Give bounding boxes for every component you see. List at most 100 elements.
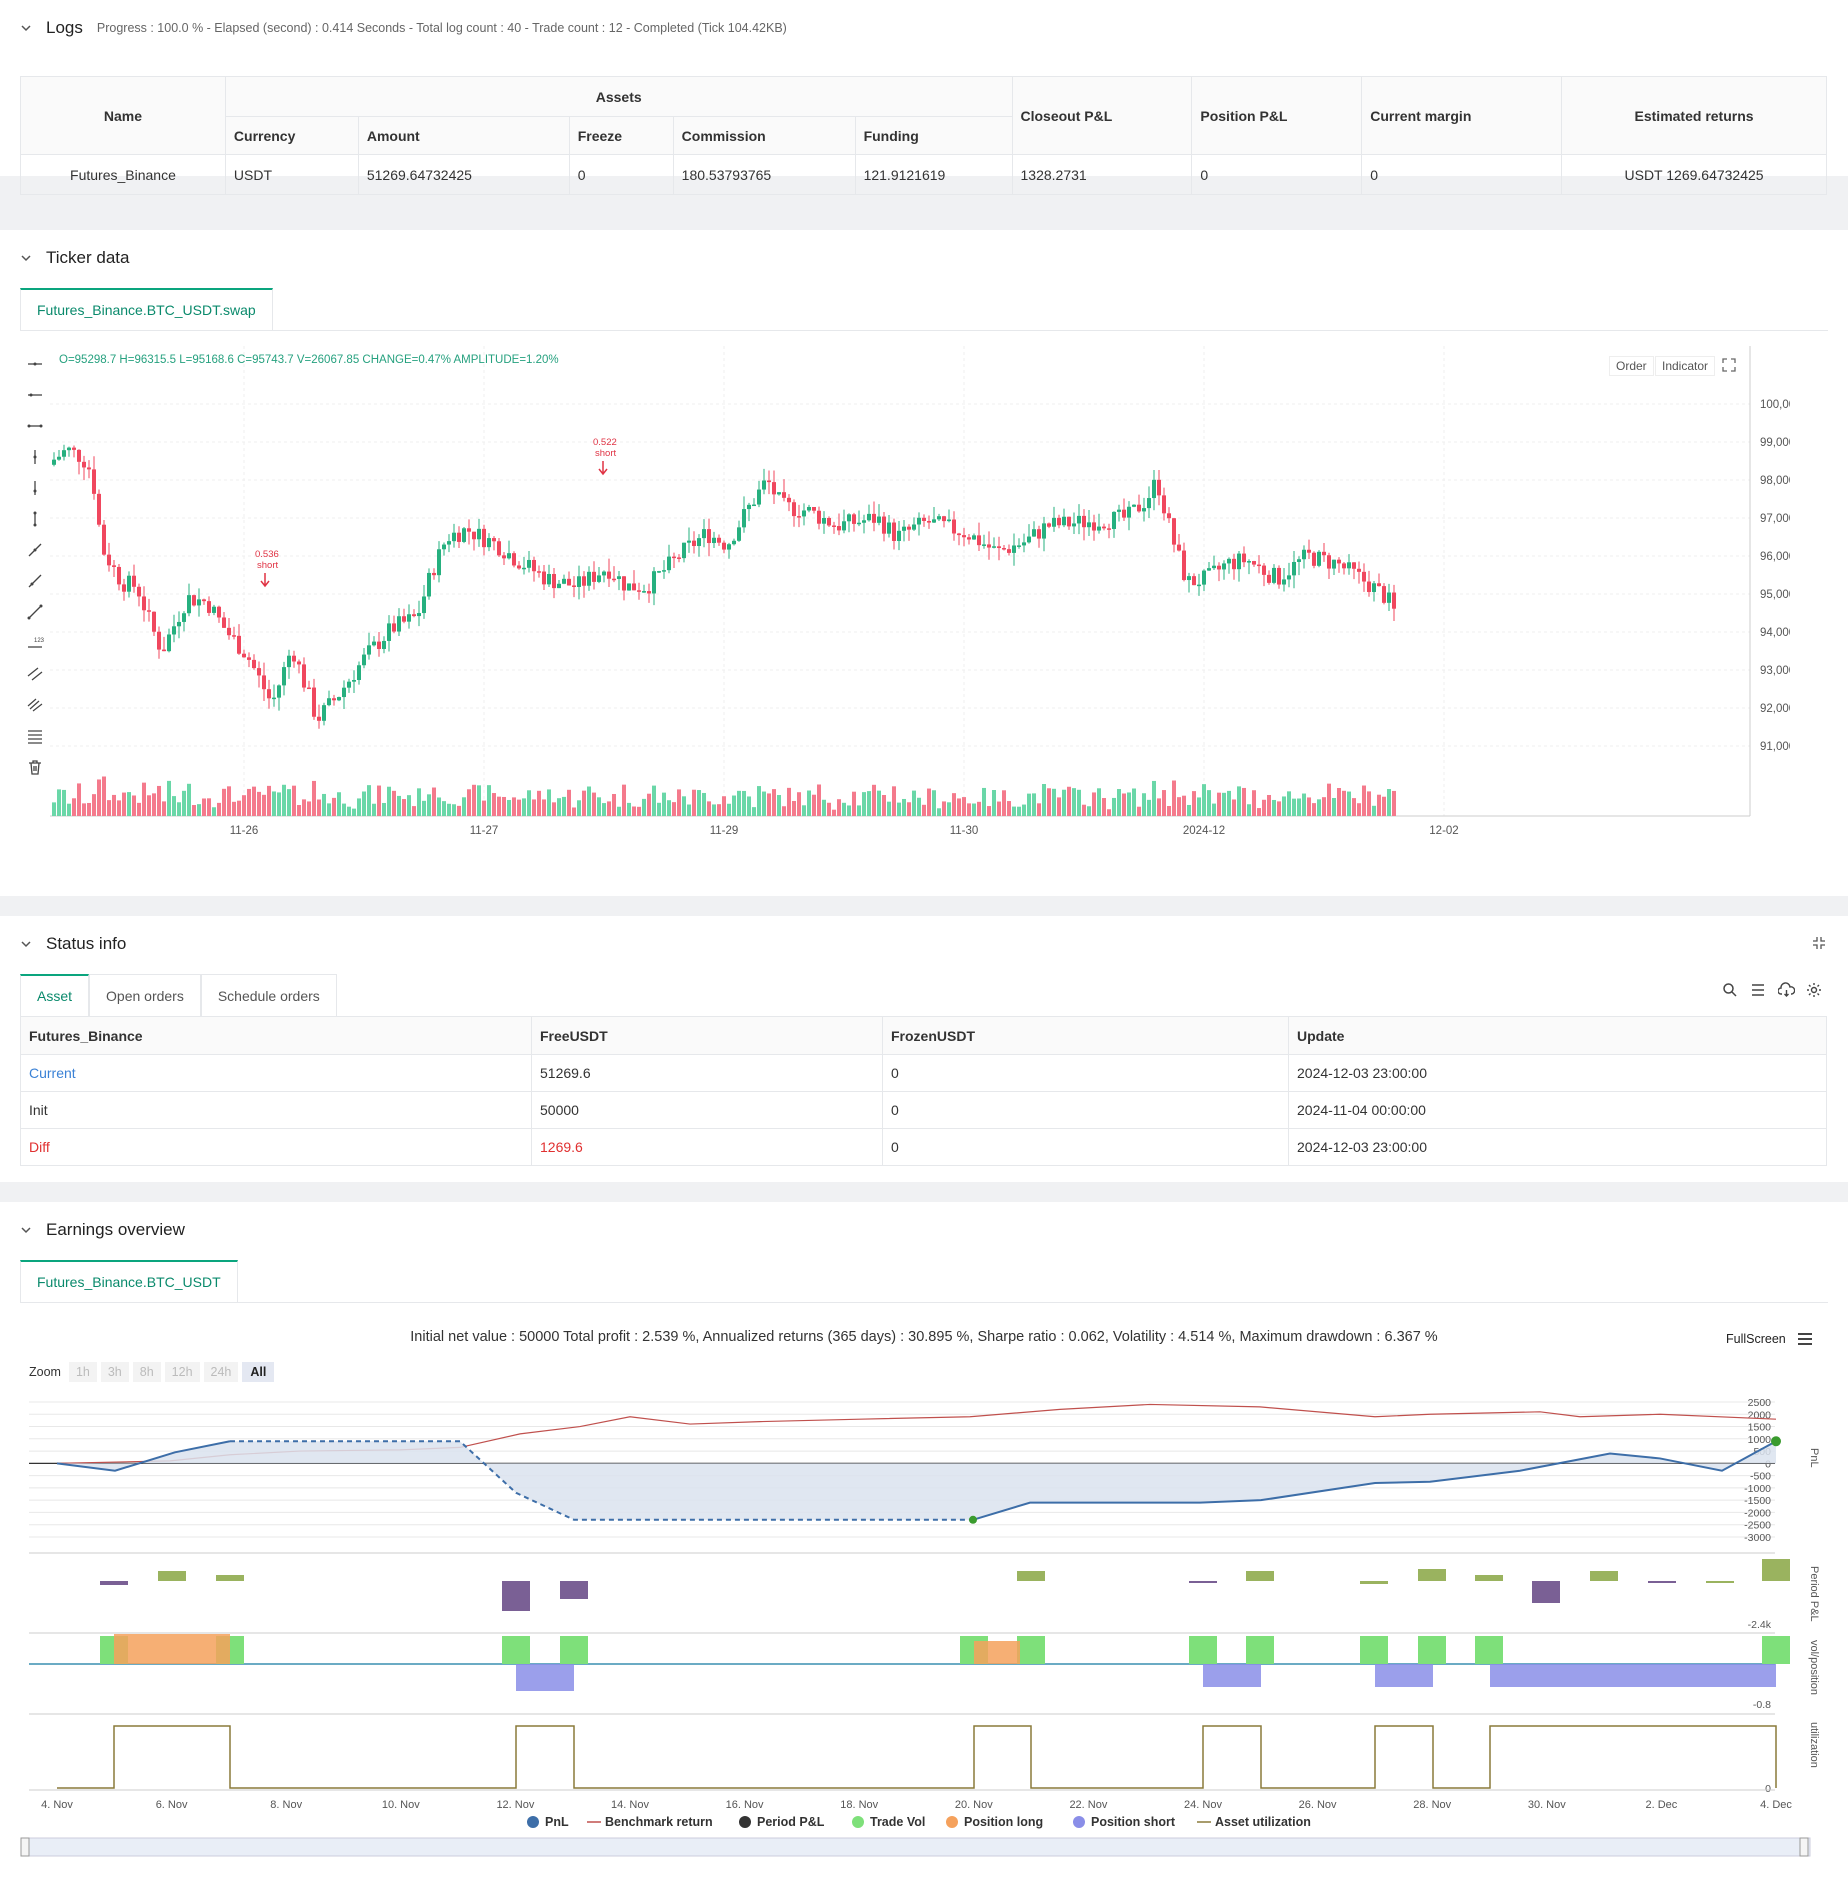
candle [607, 571, 611, 579]
candle [262, 675, 266, 690]
candle [122, 584, 126, 592]
candle [1327, 555, 1331, 569]
candle [282, 667, 286, 686]
collapse-icon[interactable] [1812, 936, 1826, 950]
chevron-down-icon[interactable] [20, 22, 32, 34]
candlestick-chart[interactable]: 100,000.00 99,000.00 98,000.00 97,000.00 96,… [50, 346, 1790, 886]
ohlc-readout: O=95298.7 H=96315.5 L=95168.6 C=95743.7 … [59, 354, 559, 366]
candle [472, 531, 476, 540]
cloud-download-icon[interactable] [1778, 982, 1795, 998]
menu-icon[interactable] [1750, 982, 1766, 998]
fibonacci-icon[interactable] [26, 727, 44, 745]
trade-vol-bar [1246, 1636, 1274, 1664]
volume-bar [1202, 784, 1206, 816]
vertical-ray-icon[interactable] [26, 479, 44, 497]
volume-bar [442, 801, 446, 816]
candle [872, 513, 876, 523]
candle [162, 649, 166, 652]
zoom-3h[interactable]: 3h [100, 1362, 129, 1382]
vertical-segment-icon[interactable] [26, 510, 44, 528]
period-pnl-bar [1189, 1581, 1217, 1583]
volume-bar [127, 792, 131, 816]
segment-icon[interactable] [26, 603, 44, 621]
indicator-button[interactable]: Indicator [1655, 356, 1716, 376]
candle [102, 524, 106, 555]
candle [527, 559, 531, 568]
volume-bar [897, 802, 901, 816]
volume-bar [307, 801, 311, 816]
order-button[interactable]: Order [1609, 356, 1654, 376]
volume-bar [567, 789, 571, 816]
volume-bar [1187, 804, 1191, 816]
candle [447, 541, 451, 545]
chevron-down-icon[interactable] [20, 252, 32, 264]
period-pnl-bar [1532, 1581, 1560, 1603]
candle [1062, 516, 1066, 526]
gear-icon[interactable] [1806, 982, 1822, 998]
trend-line-icon[interactable] [26, 541, 44, 559]
ray-icon[interactable] [26, 572, 44, 590]
candle [412, 614, 416, 617]
vertical-line-icon[interactable] [26, 448, 44, 466]
volume-bar [537, 790, 541, 816]
fullscreen-button[interactable]: FullScreen [1726, 1332, 1786, 1346]
volume-bar [1257, 808, 1261, 816]
zoom-all[interactable]: All [242, 1362, 275, 1382]
earnings-header[interactable]: Earnings overview [20, 1220, 185, 1240]
volume-bar [1052, 788, 1056, 816]
volume-bar [1222, 792, 1226, 816]
zoom-24h[interactable]: 24h [203, 1362, 239, 1382]
candle [1052, 517, 1056, 527]
legend-swatch [1073, 1816, 1085, 1828]
menu-icon[interactable] [1797, 1332, 1813, 1346]
candle [157, 631, 161, 650]
candle [897, 530, 901, 541]
horizontal-ray-icon[interactable] [26, 386, 44, 404]
parallel-channel-icon[interactable] [26, 665, 44, 683]
ticker-header[interactable]: Ticker data [20, 248, 129, 268]
row-label-current[interactable]: Current [20, 1054, 532, 1092]
y-tick-label: 92,000.00 [1760, 703, 1790, 715]
candle [867, 513, 871, 521]
volume-bar [422, 800, 426, 816]
candle [1187, 576, 1191, 581]
trash-icon[interactable] [26, 758, 44, 776]
candle [1387, 592, 1391, 603]
volume-bar [137, 802, 141, 816]
zoom-12h[interactable]: 12h [164, 1362, 200, 1382]
tab-btc-usdt[interactable]: Futures_Binance.BTC_USDT [20, 1260, 238, 1302]
tab-open-orders[interactable]: Open orders [89, 974, 201, 1016]
expand-icon[interactable] [1722, 358, 1736, 372]
candle [1022, 542, 1026, 546]
legend-label: Benchmark return [605, 1815, 713, 1829]
table-row: Init 50000 0 2024-11-04 00:00:00 [20, 1091, 1827, 1129]
tab-asset[interactable]: Asset [20, 974, 90, 1016]
candle [192, 595, 196, 606]
volume-bar [212, 807, 216, 816]
volume-bar [312, 780, 316, 816]
col-amount: Amount [357, 116, 570, 155]
chevron-down-icon[interactable] [20, 1224, 32, 1236]
chevron-down-icon[interactable] [20, 938, 32, 950]
logs-header[interactable]: Logs Progress : 100.0 % - Elapsed (secon… [20, 18, 787, 38]
candle [132, 575, 136, 587]
volume-bar [842, 802, 846, 816]
status-header[interactable]: Status info [20, 934, 126, 954]
search-icon[interactable] [1722, 982, 1738, 998]
horizontal-line-icon[interactable] [26, 355, 44, 373]
horizontal-segment-icon[interactable] [26, 417, 44, 435]
volume-bar [902, 798, 906, 816]
col-currency: Currency [224, 116, 359, 155]
zoom-1h[interactable]: 1h [68, 1362, 97, 1382]
tab-schedule-orders[interactable]: Schedule orders [200, 974, 337, 1016]
tab-btc-usdt-swap[interactable]: Futures_Binance.BTC_USDT.swap [20, 288, 273, 330]
volume-bar [997, 801, 1001, 816]
multi-channel-icon[interactable] [26, 696, 44, 714]
earnings-chart[interactable]: 25002000150010005000-500-1000-1500-2000-… [0, 1388, 1848, 1882]
price-line-icon[interactable]: 123 [26, 634, 44, 652]
zoom-8h[interactable]: 8h [132, 1362, 161, 1382]
cell-closeout: 1328.2731 [1011, 154, 1193, 195]
volume-bar [1087, 806, 1091, 816]
position-short-bar [1490, 1664, 1776, 1687]
x-tick-label: 14. Nov [611, 1799, 649, 1811]
